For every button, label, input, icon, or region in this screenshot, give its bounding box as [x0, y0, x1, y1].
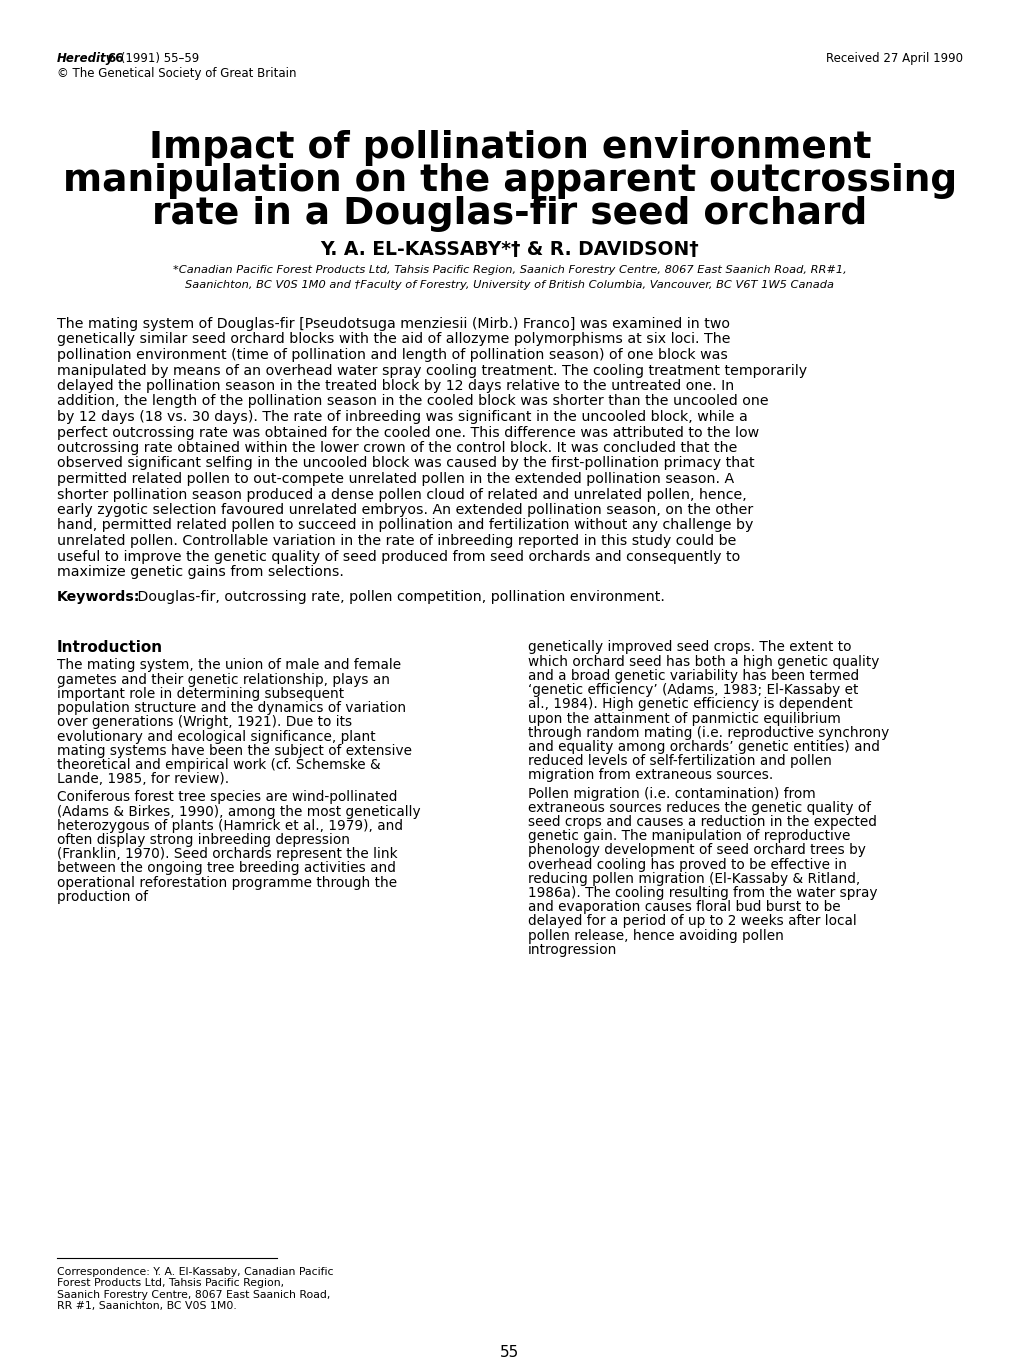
Text: often display strong inbreeding depression: often display strong inbreeding depressi…: [57, 833, 350, 847]
Text: Heredity: Heredity: [57, 52, 114, 66]
Text: Impact of pollination environment: Impact of pollination environment: [149, 130, 870, 166]
Text: observed significant selfing in the uncooled block was caused by the first-polli: observed significant selfing in the unco…: [57, 457, 754, 471]
Text: *Canadian Pacific Forest Products Ltd, Tahsis Pacific Region, Saanich Forestry C: *Canadian Pacific Forest Products Ltd, T…: [173, 265, 846, 275]
Text: and equality among orchards’ genetic entities) and: and equality among orchards’ genetic ent…: [528, 740, 879, 754]
Text: reduced levels of self-fertilization and pollen: reduced levels of self-fertilization and…: [528, 754, 832, 767]
Text: Saanichton, BC V0S 1M0 and †Faculty of Forestry, University of British Columbia,: Saanichton, BC V0S 1M0 and †Faculty of F…: [185, 280, 834, 290]
Text: pollination environment (time of pollination and length of pollination season) o: pollination environment (time of pollina…: [57, 347, 728, 363]
Text: and evaporation causes floral bud burst to be: and evaporation causes floral bud burst …: [528, 900, 840, 914]
Text: genetically similar seed orchard blocks with the aid of allozyme polymorphisms a: genetically similar seed orchard blocks …: [57, 332, 730, 346]
Text: delayed for a period of up to 2 weeks after local: delayed for a period of up to 2 weeks af…: [528, 914, 856, 929]
Text: mating systems have been the subject of extensive: mating systems have been the subject of …: [57, 744, 412, 758]
Text: Douglas-fir, outcrossing rate, pollen competition, pollination environment.: Douglas-fir, outcrossing rate, pollen co…: [132, 591, 664, 605]
Text: heterozygous of plants (Hamrick et al., 1979), and: heterozygous of plants (Hamrick et al., …: [57, 818, 403, 833]
Text: genetic gain. The manipulation of reproductive: genetic gain. The manipulation of reprod…: [528, 829, 850, 843]
Text: delayed the pollination season in the treated block by 12 days relative to the u: delayed the pollination season in the tr…: [57, 379, 734, 393]
Text: Introduction: Introduction: [57, 640, 163, 655]
Text: phenology development of seed orchard trees by: phenology development of seed orchard tr…: [528, 843, 865, 858]
Text: rate in a Douglas-fir seed orchard: rate in a Douglas-fir seed orchard: [152, 196, 867, 233]
Text: The mating system of Douglas-fir [Pseudotsuga menziesii (Mirb.) Franco] was exam: The mating system of Douglas-fir [Pseudo…: [57, 317, 730, 331]
Text: shorter pollination season produced a dense pollen cloud of related and unrelate: shorter pollination season produced a de…: [57, 487, 746, 502]
Text: (1991) 55–59: (1991) 55–59: [117, 52, 199, 66]
Text: Forest Products Ltd, Tahsis Pacific Region,: Forest Products Ltd, Tahsis Pacific Regi…: [57, 1279, 284, 1289]
Text: addition, the length of the pollination season in the cooled block was shorter t: addition, the length of the pollination …: [57, 394, 768, 409]
Text: introgression: introgression: [528, 943, 616, 956]
Text: permitted related pollen to out-compete unrelated pollen in the extended pollina: permitted related pollen to out-compete …: [57, 472, 734, 486]
Text: ‘genetic efficiency’ (Adams, 1983; El-Kassaby et: ‘genetic efficiency’ (Adams, 1983; El-Ka…: [528, 683, 858, 698]
Text: Lande, 1985, for review).: Lande, 1985, for review).: [57, 772, 229, 787]
Text: 1986a). The cooling resulting from the water spray: 1986a). The cooling resulting from the w…: [528, 886, 876, 900]
Text: genetically improved seed crops. The extent to: genetically improved seed crops. The ext…: [528, 640, 851, 654]
Text: production of: production of: [57, 889, 148, 904]
Text: The mating system, the union of male and female: The mating system, the union of male and…: [57, 658, 400, 673]
Text: which orchard seed has both a high genetic quality: which orchard seed has both a high genet…: [528, 655, 878, 669]
Text: manipulation on the apparent outcrossing: manipulation on the apparent outcrossing: [63, 163, 956, 198]
Text: migration from extraneous sources.: migration from extraneous sources.: [528, 769, 772, 782]
Text: Coniferous forest tree species are wind-pollinated: Coniferous forest tree species are wind-…: [57, 791, 397, 804]
Text: manipulated by means of an overhead water spray cooling treatment. The cooling t: manipulated by means of an overhead wate…: [57, 364, 806, 378]
Text: Y. A. EL-KASSABY*† & R. DAVIDSON†: Y. A. EL-KASSABY*† & R. DAVIDSON†: [320, 239, 699, 259]
Text: Keywords:: Keywords:: [57, 591, 141, 605]
Text: Correspondence: Y. A. El-Kassaby, Canadian Pacific: Correspondence: Y. A. El-Kassaby, Canadi…: [57, 1267, 333, 1276]
Text: 66: 66: [107, 52, 123, 66]
Text: al., 1984). High genetic efficiency is dependent: al., 1984). High genetic efficiency is d…: [528, 698, 852, 711]
Text: 55: 55: [500, 1345, 519, 1360]
Text: through random mating (i.e. reproductive synchrony: through random mating (i.e. reproductive…: [528, 725, 889, 740]
Text: hand, permitted related pollen to succeed in pollination and fertilization witho: hand, permitted related pollen to succee…: [57, 518, 753, 532]
Text: maximize genetic gains from selections.: maximize genetic gains from selections.: [57, 565, 343, 579]
Text: population structure and the dynamics of variation: population structure and the dynamics of…: [57, 702, 406, 715]
Text: RR #1, Saanichton, BC V0S 1M0.: RR #1, Saanichton, BC V0S 1M0.: [57, 1301, 236, 1312]
Text: seed crops and causes a reduction in the expected: seed crops and causes a reduction in the…: [528, 815, 876, 829]
Text: (Adams & Birkes, 1990), among the most genetically: (Adams & Birkes, 1990), among the most g…: [57, 804, 420, 818]
Text: (Franklin, 1970). Seed orchards represent the link: (Franklin, 1970). Seed orchards represen…: [57, 847, 397, 860]
Text: early zygotic selection favoured unrelated embryos. An extended pollination seas: early zygotic selection favoured unrelat…: [57, 503, 752, 517]
Text: Saanich Forestry Centre, 8067 East Saanich Road,: Saanich Forestry Centre, 8067 East Saani…: [57, 1290, 330, 1300]
Text: evolutionary and ecological significance, plant: evolutionary and ecological significance…: [57, 729, 375, 743]
Text: important role in determining subsequent: important role in determining subsequent: [57, 687, 343, 700]
Text: over generations (Wright, 1921). Due to its: over generations (Wright, 1921). Due to …: [57, 715, 352, 729]
Text: extraneous sources reduces the genetic quality of: extraneous sources reduces the genetic q…: [528, 800, 870, 815]
Text: overhead cooling has proved to be effective in: overhead cooling has proved to be effect…: [528, 858, 846, 871]
Text: theoretical and empirical work (cf. Schemske &: theoretical and empirical work (cf. Sche…: [57, 758, 380, 772]
Text: by 12 days (18 vs. 30 days). The rate of inbreeding was significant in the uncoo: by 12 days (18 vs. 30 days). The rate of…: [57, 410, 747, 424]
Text: perfect outcrossing rate was obtained for the cooled one. This difference was at: perfect outcrossing rate was obtained fo…: [57, 425, 758, 439]
Text: Received 27 April 1990: Received 27 April 1990: [825, 52, 962, 66]
Text: pollen release, hence avoiding pollen: pollen release, hence avoiding pollen: [528, 929, 784, 943]
Text: upon the attainment of panmictic equilibrium: upon the attainment of panmictic equilib…: [528, 711, 840, 725]
Text: operational reforestation programme through the: operational reforestation programme thro…: [57, 876, 396, 889]
Text: useful to improve the genetic quality of seed produced from seed orchards and co: useful to improve the genetic quality of…: [57, 550, 740, 564]
Text: outcrossing rate obtained within the lower crown of the control block. It was co: outcrossing rate obtained within the low…: [57, 440, 737, 456]
Text: between the ongoing tree breeding activities and: between the ongoing tree breeding activi…: [57, 862, 395, 876]
Text: © The Genetical Society of Great Britain: © The Genetical Society of Great Britain: [57, 67, 297, 79]
Text: reducing pollen migration (El-Kassaby & Ritland,: reducing pollen migration (El-Kassaby & …: [528, 871, 859, 885]
Text: unrelated pollen. Controllable variation in the rate of inbreeding reported in t: unrelated pollen. Controllable variation…: [57, 534, 736, 549]
Text: Pollen migration (i.e. contamination) from: Pollen migration (i.e. contamination) fr…: [528, 787, 815, 800]
Text: gametes and their genetic relationship, plays an: gametes and their genetic relationship, …: [57, 673, 389, 687]
Text: and a broad genetic variability has been termed: and a broad genetic variability has been…: [528, 669, 858, 683]
